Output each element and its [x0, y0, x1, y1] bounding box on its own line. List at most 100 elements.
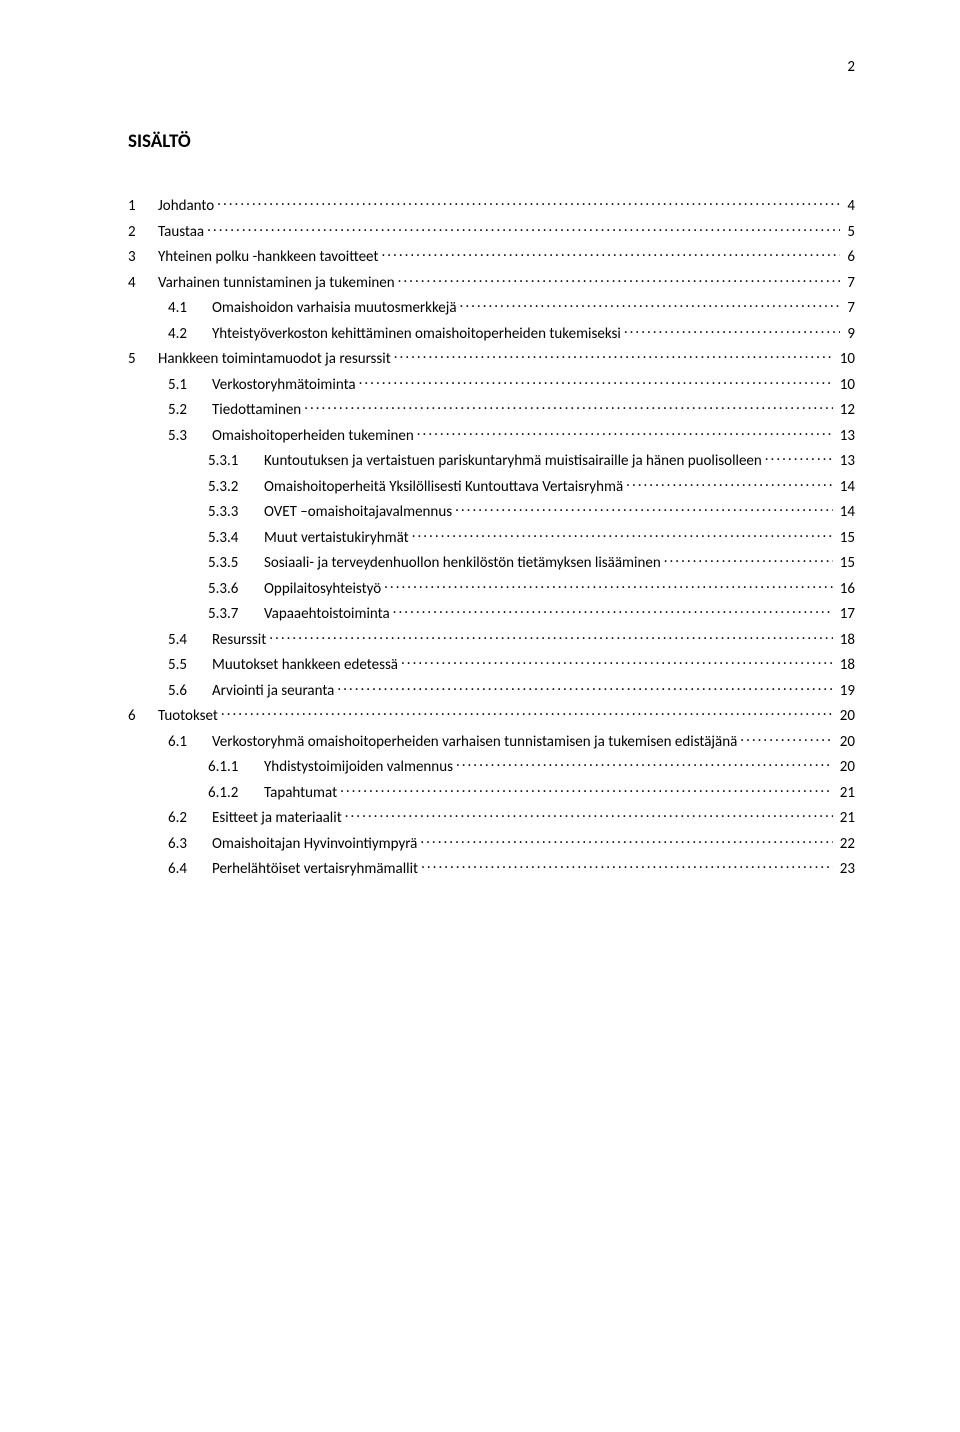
- toc-entry: 5Hankkeen toimintamuodot ja resurssit 10: [128, 348, 855, 368]
- toc-entry-number: 5.3.1: [208, 452, 264, 470]
- toc-leader-dots: [381, 246, 840, 261]
- toc-entry: 4.1Omaishoidon varhaisia muutosmerkkejä7: [128, 297, 855, 317]
- toc-leader-dots: [384, 578, 833, 593]
- toc-container: SISÄLTÖ 1Johdanto42Taustaa53Yhteinen pol…: [0, 0, 960, 878]
- toc-entry-number: 5.3.4: [208, 529, 264, 547]
- toc-leader-dots: [398, 272, 841, 287]
- toc-leader-dots: [394, 348, 833, 363]
- toc-entry-page: 21: [836, 809, 855, 827]
- toc-entry-title: Resurssit: [212, 631, 266, 649]
- toc-entry-title: Arviointi ja seuranta: [212, 682, 334, 700]
- toc-leader-dots: [626, 476, 833, 491]
- toc-entry: 5.3.5Sosiaali- ja terveydenhuollon henki…: [128, 552, 855, 572]
- toc-entry-label: 4.2Yhteistyöverkoston kehittäminen omais…: [168, 325, 621, 343]
- toc-entry-page: 14: [836, 478, 855, 496]
- toc-entry-number: 5: [128, 350, 158, 368]
- toc-entry: 5.2Tiedottaminen12: [128, 399, 855, 419]
- toc-leader-dots: [624, 323, 841, 338]
- toc-entry-label: 5.6Arviointi ja seuranta: [168, 682, 334, 700]
- toc-entry-page: 20: [836, 758, 855, 776]
- toc-entry: 5.5Muutokset hankkeen edetessä18: [128, 654, 855, 674]
- toc-entry-title: Omaishoitoperheiden tukeminen: [212, 427, 414, 445]
- toc-leader-dots: [412, 527, 833, 542]
- toc-entry-label: 2Taustaa: [128, 223, 204, 241]
- toc-entry-title: Yhteinen polku -hankkeen tavoitteet: [158, 248, 378, 266]
- toc-leader-dots: [664, 552, 833, 567]
- toc-entry-page: 10: [836, 350, 855, 368]
- toc-entry-label: 5.3.4Muut vertaistukiryhmät: [208, 529, 409, 547]
- toc-entry-page: 15: [836, 554, 855, 572]
- toc-entry: 6Tuotokset20: [128, 705, 855, 725]
- toc-entry: 5.4Resurssit 18: [128, 629, 855, 649]
- toc-entry: 5.3.7Vapaaehtoistoiminta17: [128, 603, 855, 623]
- toc-entry-page: 10: [836, 376, 855, 394]
- toc-entry: 5.3.6Oppilaitosyhteistyö 16: [128, 578, 855, 598]
- toc-entry-page: 18: [836, 631, 855, 649]
- toc-entry-label: 4.1Omaishoidon varhaisia muutosmerkkejä: [168, 299, 457, 317]
- toc-entry-number: 6.1: [168, 733, 212, 751]
- toc-entry-number: 4.1: [168, 299, 212, 317]
- toc-entry-page: 12: [836, 401, 855, 419]
- toc-entry-label: 6Tuotokset: [128, 707, 218, 725]
- toc-entry-title: Sosiaali- ja terveydenhuollon henkilöstö…: [264, 554, 661, 572]
- toc-entry-label: 6.3Omaishoitajan Hyvinvointiympyrä: [168, 835, 417, 853]
- toc-leader-dots: [337, 680, 832, 695]
- toc-entry-number: 5.3.5: [208, 554, 264, 572]
- toc-entry: 5.6Arviointi ja seuranta 19: [128, 680, 855, 700]
- toc-entry-number: 6.1.1: [208, 758, 264, 776]
- toc-entry-page: 5: [843, 223, 855, 241]
- toc-entry-page: 21: [836, 784, 855, 802]
- toc-entry-number: 3: [128, 248, 158, 266]
- toc-leader-dots: [417, 425, 833, 440]
- page-number: 2: [847, 58, 855, 76]
- toc-leader-dots: [401, 654, 833, 669]
- toc-entry-title: Omaishoitoperheitä Yksilöllisesti Kuntou…: [264, 478, 623, 496]
- toc-entry-page: 13: [836, 427, 855, 445]
- toc-list: 1Johdanto 4 2Taustaa 5 3Yhteinen polku -hank…: [128, 195, 855, 878]
- toc-entry-title: Tapahtumat: [264, 784, 337, 802]
- toc-entry: 6.2Esitteet ja materiaalit21: [128, 807, 855, 827]
- toc-entry-page: 4: [843, 197, 855, 215]
- toc-entry-number: 6.3: [168, 835, 212, 853]
- toc-entry-number: 6.2: [168, 809, 212, 827]
- toc-entry-title: OVET –omaishoitajavalmennus: [264, 503, 452, 521]
- toc-entry-label: 5.4Resurssit: [168, 631, 266, 649]
- toc-entry-label: 1Johdanto: [128, 197, 214, 215]
- toc-entry-number: 5.3.7: [208, 605, 264, 623]
- toc-entry: 5.1Verkostoryhmätoiminta 10: [128, 374, 855, 394]
- toc-entry-page: 19: [836, 682, 855, 700]
- toc-entry-page: 7: [843, 274, 855, 292]
- toc-entry-page: 23: [836, 860, 855, 878]
- toc-leader-dots: [456, 756, 833, 771]
- toc-leader-dots: [217, 195, 840, 210]
- toc-entry: 5.3.1Kuntoutuksen ja vertaistuen parisku…: [128, 450, 855, 470]
- toc-entry-label: 5.5Muutokset hankkeen edetessä: [168, 656, 398, 674]
- toc-entry-page: 15: [836, 529, 855, 547]
- toc-entry-title: Verkostoryhmä omaishoitoperheiden varhai…: [212, 733, 737, 751]
- toc-entry-label: 5Hankkeen toimintamuodot ja resurssit: [128, 350, 391, 368]
- toc-leader-dots: [765, 450, 833, 465]
- toc-entry-number: 5.3.6: [208, 580, 264, 598]
- toc-entry-number: 5.4: [168, 631, 212, 649]
- toc-entry-label: 5.1Verkostoryhmätoiminta: [168, 376, 356, 394]
- toc-entry: 6.4Perhelähtöiset vertaisryhmämallit 23: [128, 858, 855, 878]
- toc-entry-number: 4: [128, 274, 158, 292]
- toc-entry-label: 5.3Omaishoitoperheiden tukeminen: [168, 427, 414, 445]
- toc-leader-dots: [420, 833, 832, 848]
- toc-entry-label: 6.4Perhelähtöiset vertaisryhmämallit: [168, 860, 418, 878]
- toc-entry-title: Kuntoutuksen ja vertaistuen pariskuntary…: [264, 452, 762, 470]
- toc-leader-dots: [345, 807, 833, 822]
- toc-entry-label: 6.1.2Tapahtumat: [208, 784, 337, 802]
- toc-entry-title: Oppilaitosyhteistyö: [264, 580, 381, 598]
- toc-leader-dots: [393, 603, 833, 618]
- toc-entry-label: 5.3.3OVET –omaishoitajavalmennus: [208, 503, 452, 521]
- toc-entry-label: 6.1Verkostoryhmä omaishoitoperheiden var…: [168, 733, 737, 751]
- toc-entry-page: 16: [836, 580, 855, 598]
- toc-entry-title: Muut vertaistukiryhmät: [264, 529, 409, 547]
- toc-entry-number: 2: [128, 223, 158, 241]
- toc-entry-number: 6: [128, 707, 158, 725]
- toc-entry-title: Muutokset hankkeen edetessä: [212, 656, 398, 674]
- toc-entry-number: 5.2: [168, 401, 212, 419]
- toc-entry-label: 5.3.2Omaishoitoperheitä Yksilöllisesti K…: [208, 478, 623, 496]
- toc-entry-title: Omaishoitajan Hyvinvointiympyrä: [212, 835, 417, 853]
